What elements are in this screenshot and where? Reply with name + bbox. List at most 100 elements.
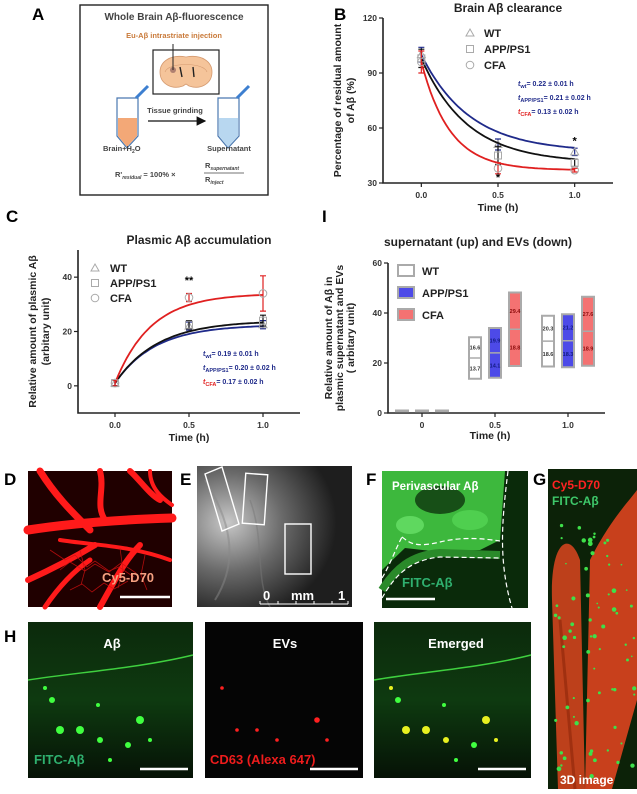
punctum <box>571 596 576 601</box>
punctum <box>633 693 636 696</box>
fit-annotation: tAPP/PS1= 0.20 ± 0.02 h <box>203 365 276 374</box>
bar-baseline <box>435 409 449 413</box>
punctum <box>56 726 64 734</box>
punctum <box>607 593 610 596</box>
panel-label-a: A <box>32 5 44 24</box>
punctum <box>76 726 84 734</box>
punctum <box>553 613 558 618</box>
punctum <box>402 726 410 734</box>
chart-brain-clearance: Brain Aβ clearance 30 60 90 120 0.0 0.5 1.0 Time… <box>332 1 613 214</box>
y-tick-label: 0 <box>67 381 72 391</box>
punctum <box>587 541 593 547</box>
left-tube-label: Brain+H2O <box>103 144 141 155</box>
chart-plasmic-accumulation: Plasmic Aβ accumulation 0 20 40 0.0 0.5 1.0 Tim… <box>27 233 300 444</box>
y-axis-label: Relative amount of plasmic Aβ (arbitary u… <box>27 255 52 408</box>
punctum <box>584 566 588 571</box>
data-point <box>493 164 503 173</box>
panel-label-g: G <box>533 470 546 489</box>
x-axis-label: Time (h) <box>478 202 519 214</box>
bar-label-supernatant: 21.2 <box>563 326 574 332</box>
panel-label-e: E <box>180 470 191 489</box>
formula-denominator: Rinject <box>205 175 224 186</box>
bar-label-supernatant: 27.6 <box>583 312 594 318</box>
punctum <box>626 658 629 662</box>
punctum <box>589 635 593 638</box>
legend-label: CFA <box>422 310 444 322</box>
punctum <box>568 629 572 633</box>
punctum <box>43 686 47 690</box>
significance-mark: * <box>573 136 578 148</box>
fitc-abeta-puncta <box>553 523 637 779</box>
chart-supernatant-evs: supernatant (up) and EVs (down) 0 20 40 60 0 0… <box>323 235 605 442</box>
image-h2-title: EVs <box>273 636 298 651</box>
punctum <box>570 622 575 627</box>
punctum <box>565 705 570 710</box>
y-axis-label-line: Relative amount of plasmic Aβ <box>27 255 39 408</box>
punctum <box>615 611 619 615</box>
bar-baseline <box>395 409 409 413</box>
error-bar <box>112 379 118 387</box>
image-g-red-label: Cy5-D70 <box>552 478 600 492</box>
legend-marker <box>91 279 99 287</box>
legend-swatch <box>397 286 415 299</box>
bar-label-evs: 18.9 <box>583 347 594 353</box>
punctum <box>560 537 563 540</box>
punctum <box>588 751 593 756</box>
punctum <box>556 766 562 772</box>
bar-label-evs: 18.8 <box>510 346 521 352</box>
punctum <box>220 686 224 690</box>
error-bar <box>186 320 192 330</box>
fit-curve-app-ps1 <box>114 321 264 384</box>
punctum <box>620 563 623 566</box>
y-axis-label: Relative amount of Aβ in plasmic supernat… <box>323 265 357 412</box>
injection-label: Eu-Aβ intrastriate injection <box>126 31 222 40</box>
legend-label: CFA <box>110 293 132 305</box>
significance-mark: * <box>496 172 501 184</box>
data-point <box>417 57 426 67</box>
y-tick-label: 90 <box>368 68 378 78</box>
fit-annotation: tCFA= 0.13 ± 0.02 h <box>518 109 579 118</box>
punctum <box>554 718 558 722</box>
punctum <box>611 588 617 594</box>
y-axis-label-line: plasmic supernatant and EVs <box>334 265 346 412</box>
error-bar <box>418 50 425 74</box>
x-tick-label: 0.5 <box>183 420 195 430</box>
punctum <box>613 725 617 729</box>
punctum <box>597 606 600 609</box>
image-h1-title: Aβ <box>103 636 120 651</box>
punctum <box>590 551 595 556</box>
image-f-perivascular: Perivascular Aβ FITC-Aβ <box>378 470 528 609</box>
bar-label-evs: 14.1 <box>490 363 501 369</box>
image-f-top-label: Perivascular Aβ <box>392 481 479 493</box>
image-h3-title: Emerged <box>428 636 484 651</box>
panel-label-i: I <box>322 207 327 226</box>
punctum <box>606 554 609 558</box>
punctum <box>624 643 627 646</box>
punctum <box>589 774 594 779</box>
x-tick-label: 0.0 <box>109 420 121 430</box>
legend-marker <box>90 293 100 303</box>
punctum <box>598 648 601 651</box>
data-point <box>569 146 580 156</box>
image-h1-label: FITC-Aβ <box>34 752 85 767</box>
punctum <box>603 541 607 545</box>
punctum <box>586 698 590 703</box>
punctum <box>587 537 593 543</box>
fit-annotation: tCFA= 0.17 ± 0.02 h <box>203 379 264 388</box>
legend-label: APP/PS1 <box>110 278 156 290</box>
bar-label-supernatant: 20.3 <box>543 326 554 332</box>
y-tick-label: 40 <box>63 272 73 282</box>
y-tick-label: 20 <box>373 358 383 368</box>
y-tick-label: 40 <box>373 308 383 318</box>
punctum <box>255 728 259 732</box>
punctum <box>555 604 559 608</box>
fit-curve-app-ps1 <box>420 57 575 160</box>
punctum <box>494 738 498 742</box>
image-g-bottom-label: 3D image <box>560 773 614 787</box>
legend-label: WT <box>484 28 501 40</box>
panel-label-c: C <box>6 207 18 226</box>
y-axis-label-line: (arbitary unit) <box>40 298 52 366</box>
fit-curve-wt <box>420 54 575 149</box>
punctum <box>593 667 596 670</box>
